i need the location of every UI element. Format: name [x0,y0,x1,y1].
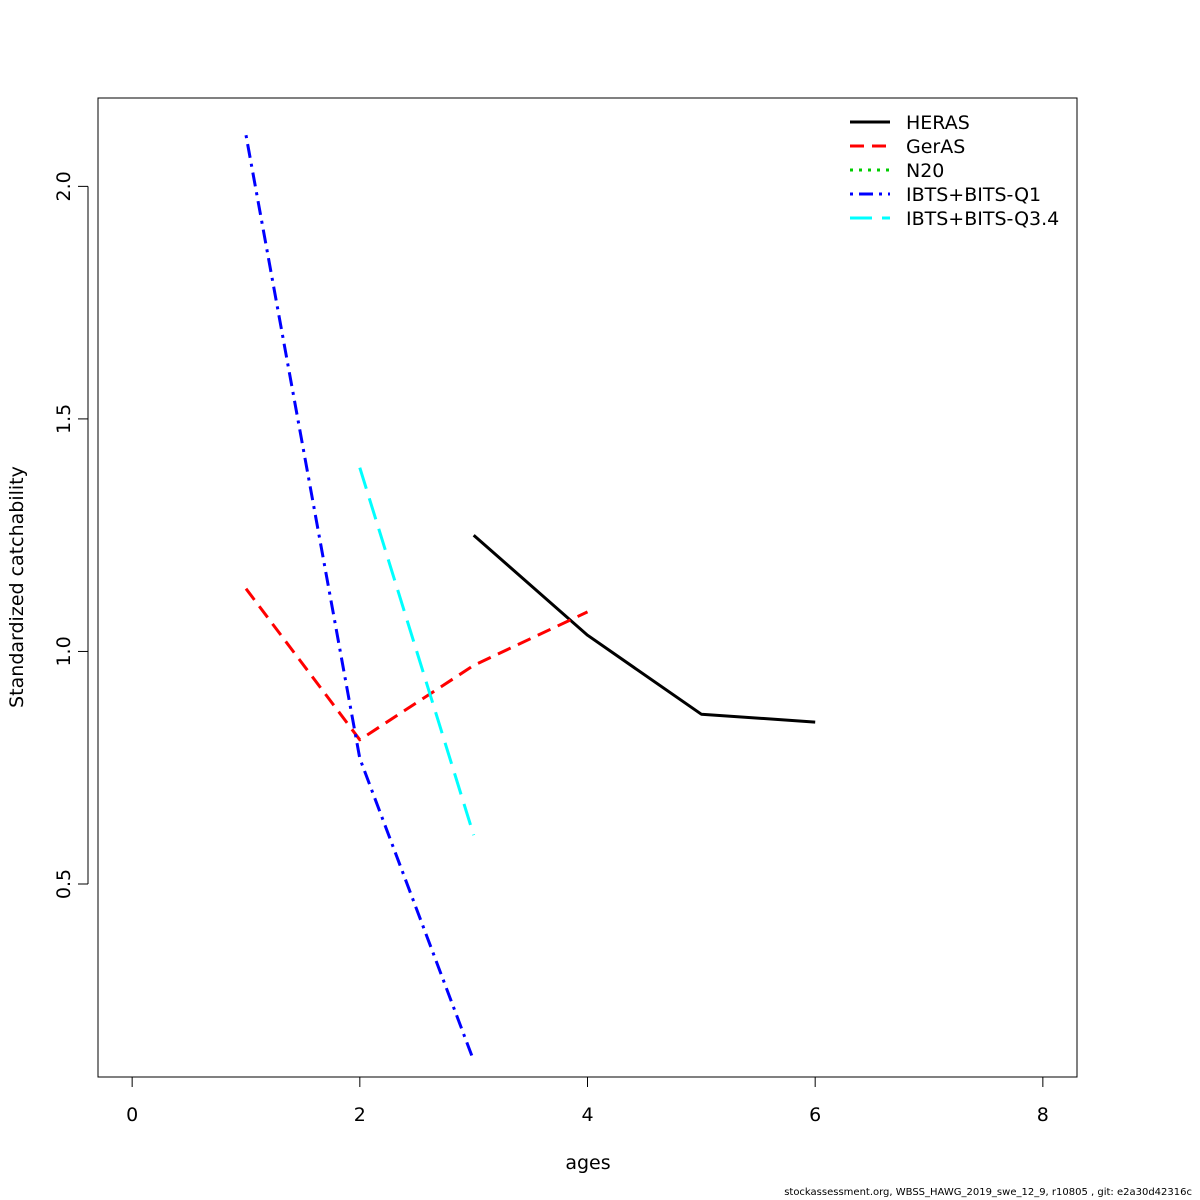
y-tick-label: 0.5 [53,869,75,899]
x-tick-label: 4 [581,1104,593,1126]
series-line-0 [472,534,816,724]
x-axis: 0 2 4 6 8 [126,1076,1049,1126]
footer-credit: stockassessment.org, WBSS_HAWG_2019_swe_… [784,1187,1192,1198]
x-tick-label: 6 [809,1104,821,1126]
legend-label: IBTS+BITS-Q3.4 [906,208,1059,230]
y-axis-label: Standardized catchability [6,466,28,708]
y-tick-label: 2.0 [53,171,75,201]
x-tick-label: 0 [126,1104,138,1126]
series-layer [244,134,816,1062]
y-tick-label: 1.5 [53,404,75,434]
x-tick-label: 8 [1037,1104,1049,1126]
series-line-3 [244,134,476,1062]
y-axis: 0.5 1.0 1.5 2.0 [53,171,89,899]
legend-label: GerAS [906,136,965,158]
legend-label: HERAS [906,112,970,134]
series-line-4 [358,467,476,836]
x-axis-label: ages [565,1152,610,1174]
x-tick-label: 2 [354,1104,366,1126]
plot-frame [97,97,1078,1078]
legend-label: N20 [906,160,944,182]
legend-label: IBTS+BITS-Q1 [906,184,1041,206]
y-tick-label: 1.0 [53,636,75,666]
series-line-1 [244,587,589,742]
